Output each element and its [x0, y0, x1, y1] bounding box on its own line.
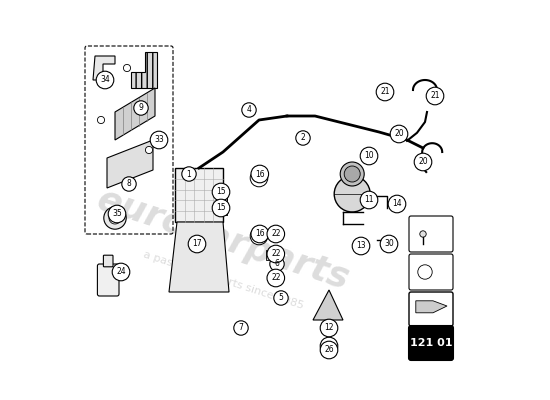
Circle shape	[360, 147, 378, 165]
Text: 11: 11	[364, 196, 374, 204]
Circle shape	[274, 291, 288, 305]
Circle shape	[212, 183, 230, 201]
Polygon shape	[93, 56, 115, 80]
Circle shape	[270, 257, 284, 271]
Circle shape	[242, 103, 256, 117]
Text: 16: 16	[255, 170, 265, 178]
Circle shape	[250, 227, 268, 245]
Circle shape	[268, 228, 282, 240]
Circle shape	[134, 101, 148, 115]
Polygon shape	[313, 290, 343, 320]
Text: 17: 17	[192, 240, 202, 248]
Polygon shape	[107, 140, 153, 188]
Circle shape	[268, 272, 282, 284]
Circle shape	[112, 263, 130, 281]
Text: a passion for parts since 1985: a passion for parts since 1985	[141, 249, 305, 311]
Polygon shape	[416, 301, 447, 313]
Circle shape	[150, 131, 168, 149]
Text: 8: 8	[126, 180, 131, 188]
Text: 5: 5	[278, 294, 283, 302]
Text: 9: 9	[139, 104, 144, 112]
Circle shape	[388, 195, 406, 213]
Text: eurocarparts: eurocarparts	[92, 183, 354, 297]
Text: 22: 22	[271, 274, 280, 282]
FancyBboxPatch shape	[266, 250, 277, 260]
Text: 2: 2	[301, 134, 305, 142]
FancyBboxPatch shape	[103, 255, 113, 267]
Circle shape	[182, 167, 196, 181]
Text: 14: 14	[392, 200, 402, 208]
Circle shape	[123, 64, 130, 72]
Polygon shape	[115, 88, 155, 140]
Text: 10: 10	[364, 152, 374, 160]
Text: 22: 22	[271, 230, 280, 238]
Text: 26: 26	[324, 346, 334, 354]
Circle shape	[251, 225, 268, 243]
Circle shape	[250, 169, 268, 187]
Text: 13: 13	[356, 242, 366, 250]
Circle shape	[104, 207, 126, 229]
Circle shape	[268, 248, 282, 260]
Text: 15: 15	[216, 204, 226, 212]
Circle shape	[109, 212, 121, 224]
Text: 33: 33	[154, 136, 164, 144]
Circle shape	[340, 162, 364, 186]
Circle shape	[320, 337, 338, 355]
Circle shape	[380, 235, 398, 253]
Text: 20: 20	[418, 158, 428, 166]
Text: 4: 4	[246, 106, 251, 114]
Circle shape	[320, 341, 338, 359]
FancyBboxPatch shape	[175, 168, 223, 222]
FancyBboxPatch shape	[217, 205, 227, 215]
Circle shape	[145, 146, 152, 154]
Circle shape	[376, 83, 394, 101]
FancyBboxPatch shape	[409, 326, 453, 360]
Circle shape	[320, 319, 338, 337]
Polygon shape	[169, 222, 229, 292]
Text: 35: 35	[112, 210, 122, 218]
FancyBboxPatch shape	[97, 264, 119, 296]
Circle shape	[267, 269, 284, 287]
FancyBboxPatch shape	[409, 254, 453, 290]
Circle shape	[251, 165, 268, 183]
Circle shape	[234, 321, 248, 335]
Circle shape	[267, 225, 284, 243]
Circle shape	[188, 235, 206, 253]
Circle shape	[212, 199, 230, 217]
Circle shape	[96, 71, 114, 89]
Text: 1: 1	[186, 170, 191, 178]
Text: 16: 16	[255, 230, 265, 238]
Circle shape	[97, 116, 104, 124]
Circle shape	[344, 166, 360, 182]
Circle shape	[267, 245, 284, 263]
Circle shape	[352, 237, 370, 255]
Text: 12: 12	[324, 324, 334, 332]
Text: 6: 6	[274, 260, 279, 268]
Polygon shape	[131, 52, 157, 88]
Text: 30: 30	[384, 240, 394, 248]
Text: 15: 15	[216, 188, 226, 196]
Text: 24: 24	[116, 268, 126, 276]
Text: 7: 7	[239, 324, 244, 332]
Circle shape	[414, 153, 432, 171]
FancyBboxPatch shape	[409, 292, 453, 326]
Circle shape	[334, 176, 370, 212]
Circle shape	[122, 177, 136, 191]
Circle shape	[296, 131, 310, 145]
Text: 121 01: 121 01	[410, 338, 452, 348]
Text: 21: 21	[430, 92, 440, 100]
FancyBboxPatch shape	[409, 216, 453, 252]
Text: 20: 20	[394, 130, 404, 138]
Circle shape	[390, 125, 408, 143]
Circle shape	[426, 87, 444, 105]
Text: 22: 22	[271, 250, 280, 258]
Circle shape	[108, 205, 126, 223]
Circle shape	[360, 191, 378, 209]
Text: 21: 21	[380, 88, 390, 96]
FancyBboxPatch shape	[217, 191, 227, 201]
Text: 34: 34	[100, 76, 110, 84]
Circle shape	[420, 231, 426, 237]
